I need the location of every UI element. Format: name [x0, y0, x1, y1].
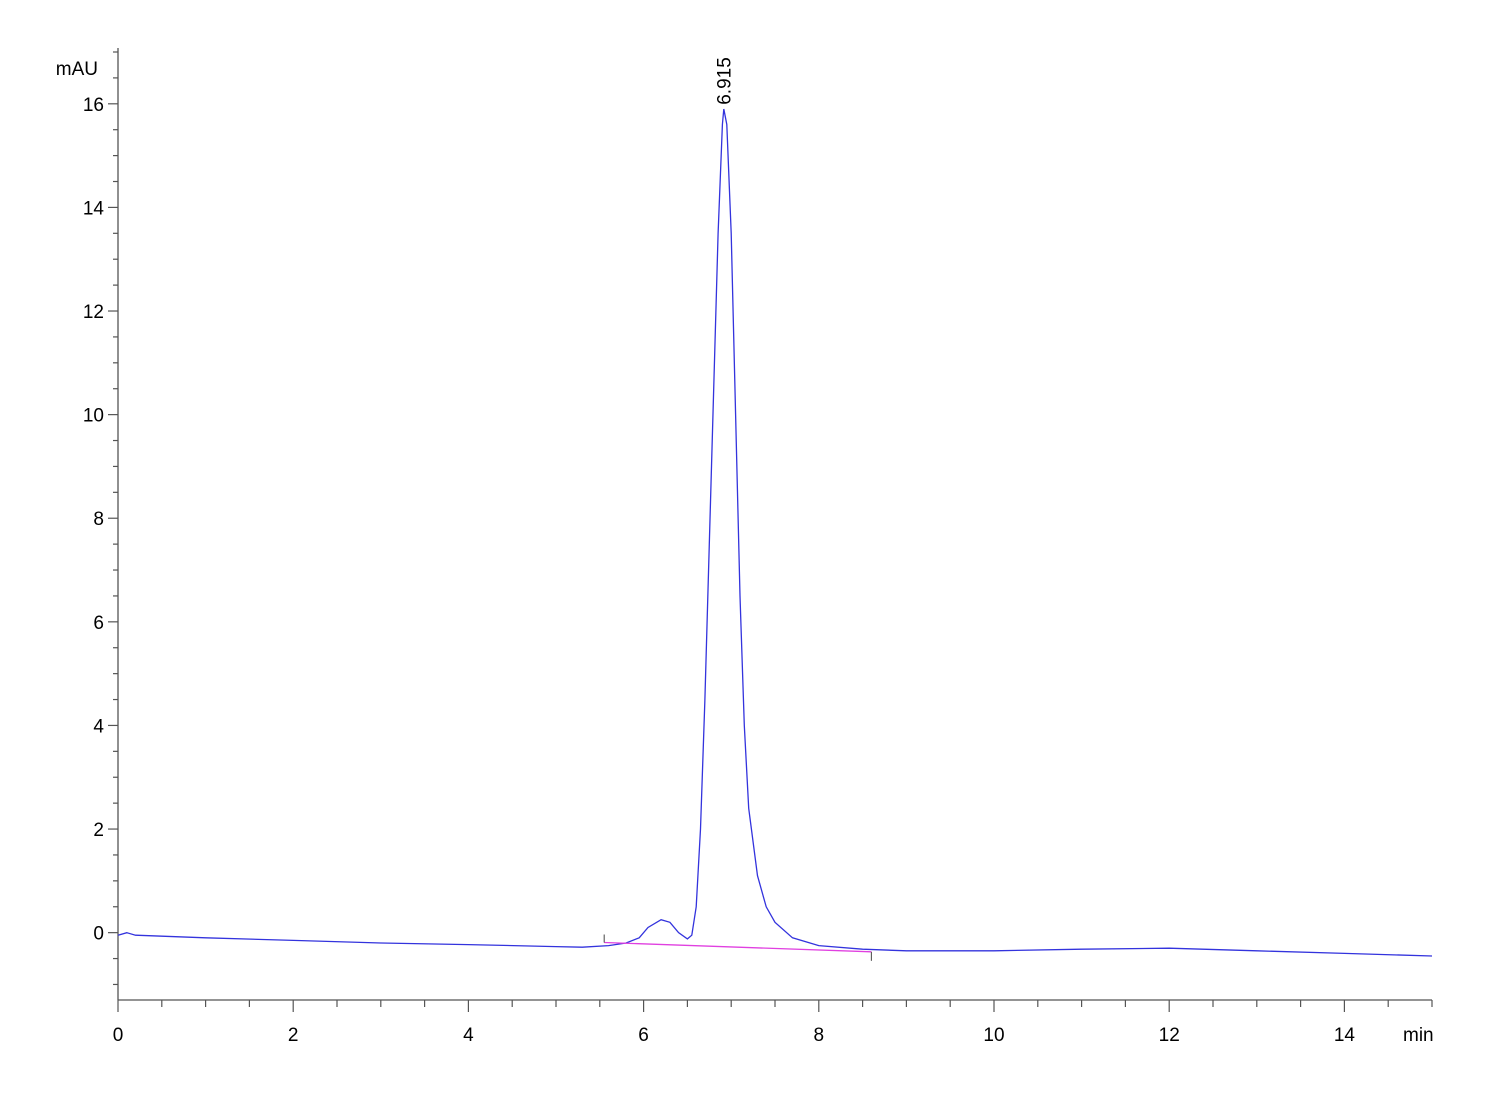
y-tick-label: 16	[83, 95, 104, 116]
x-tick-label: 6	[638, 1025, 649, 1046]
x-tick-label: 4	[463, 1025, 474, 1046]
x-tick-label: 14	[1334, 1025, 1356, 1046]
y-tick-label: 4	[93, 716, 104, 737]
integration-baseline	[604, 941, 872, 953]
x-axis-label: min	[1403, 1025, 1434, 1046]
y-tick-label: 10	[83, 406, 104, 427]
x-tick-label: 12	[1159, 1025, 1180, 1046]
x-tick-label: 2	[288, 1025, 299, 1046]
baseline-marks	[603, 934, 872, 961]
y-tick-label: 14	[83, 198, 105, 219]
x-tick-label: 10	[983, 1025, 1004, 1046]
ticks: 0 2 4 6 8 10 12 14 16 0 2 4 6 8 10 12 14	[83, 51, 1433, 1046]
y-tick-label: 6	[93, 613, 104, 634]
axes	[117, 48, 1432, 1001]
peak-label: 6.915	[715, 57, 736, 105]
y-tick-label: 0	[93, 924, 104, 945]
x-tick-label: 8	[814, 1025, 825, 1046]
x-tick-label: 0	[113, 1025, 124, 1046]
y-axis-label: mAU	[56, 59, 98, 80]
y-tick-label: 2	[93, 820, 104, 841]
y-tick-label: 8	[93, 509, 104, 530]
signal-trace	[117, 108, 1433, 957]
y-tick-label: 12	[83, 302, 104, 323]
